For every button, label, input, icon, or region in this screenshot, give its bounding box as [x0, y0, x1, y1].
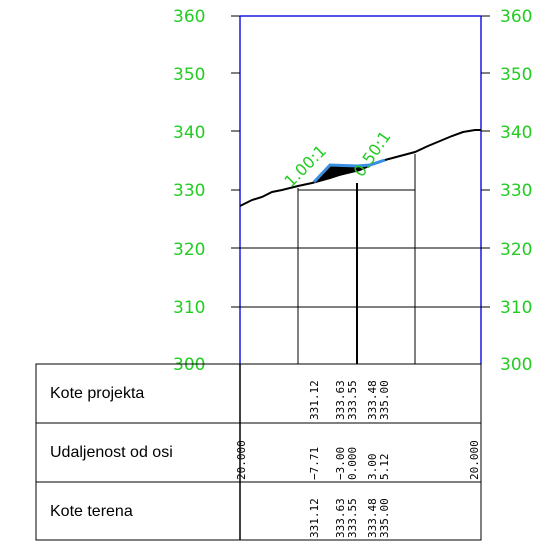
slope-label-right: 0.50:1 — [350, 127, 395, 180]
elevation-label: 340 — [500, 123, 532, 143]
table-cell: 333.63 — [334, 380, 347, 420]
table-cell: 335.00 — [378, 498, 391, 538]
table-cell: 20.000 — [468, 440, 481, 480]
elevation-label: 330 — [173, 181, 205, 201]
elevation-label: 310 — [500, 298, 532, 318]
elevation-label: 320 — [500, 240, 532, 260]
table-border — [35, 363, 482, 541]
elevation-label: 300 — [173, 355, 205, 375]
elevation-ticks — [231, 15, 490, 308]
table-cell: 333.55 — [346, 498, 359, 538]
table-cell: 0.000 — [346, 447, 359, 480]
design-profile — [312, 158, 386, 184]
offset-values: 20.000 −7.71 −3.00 0.000 3.00 5.12 20.00… — [235, 440, 481, 480]
row-label-design-elevation: Kote projekta — [50, 385, 144, 402]
slope-label-left: 1.00:1 — [280, 141, 330, 191]
row-label-ground-elevation: Kote terena — [50, 503, 133, 520]
elevation-label: 360 — [173, 7, 205, 27]
elevation-label: 350 — [500, 65, 532, 85]
table-cell: 335.00 — [378, 380, 391, 420]
elevation-label: 320 — [173, 240, 205, 260]
elevation-label: 300 — [500, 355, 532, 375]
row-label-offset: Udaljenost od osi — [50, 444, 173, 461]
table-cell: 333.63 — [334, 498, 347, 538]
table-cell: −7.71 — [308, 447, 321, 480]
elevation-labels-right: 360 350 340 330 320 310 300 — [500, 7, 532, 375]
table-cell: −3.00 — [334, 447, 347, 480]
table-cell: 20.000 — [235, 440, 248, 480]
design-elevation-values: 331.12 333.63 333.55 333.48 335.00 — [308, 380, 391, 420]
table-cell: 5.12 — [378, 454, 391, 481]
elevation-labels-left: 360 350 340 330 320 310 300 — [173, 7, 205, 375]
table-cell: 331.12 — [308, 380, 321, 420]
elevation-label: 310 — [173, 298, 205, 318]
table-cell: 333.55 — [346, 380, 359, 420]
table-cell: 3.00 — [366, 454, 379, 481]
elevation-label: 340 — [173, 123, 205, 143]
elevation-label: 350 — [173, 65, 205, 85]
table-cell: 331.12 — [308, 498, 321, 538]
ground-elevation-values: 331.12 333.63 333.55 333.48 335.00 — [308, 498, 391, 538]
table-cell: 333.48 — [366, 498, 379, 538]
data-table — [35, 363, 482, 541]
elevation-label: 360 — [500, 7, 532, 27]
table-cell: 333.48 — [366, 380, 379, 420]
elevation-label: 330 — [500, 181, 532, 201]
section-grid — [240, 154, 481, 364]
